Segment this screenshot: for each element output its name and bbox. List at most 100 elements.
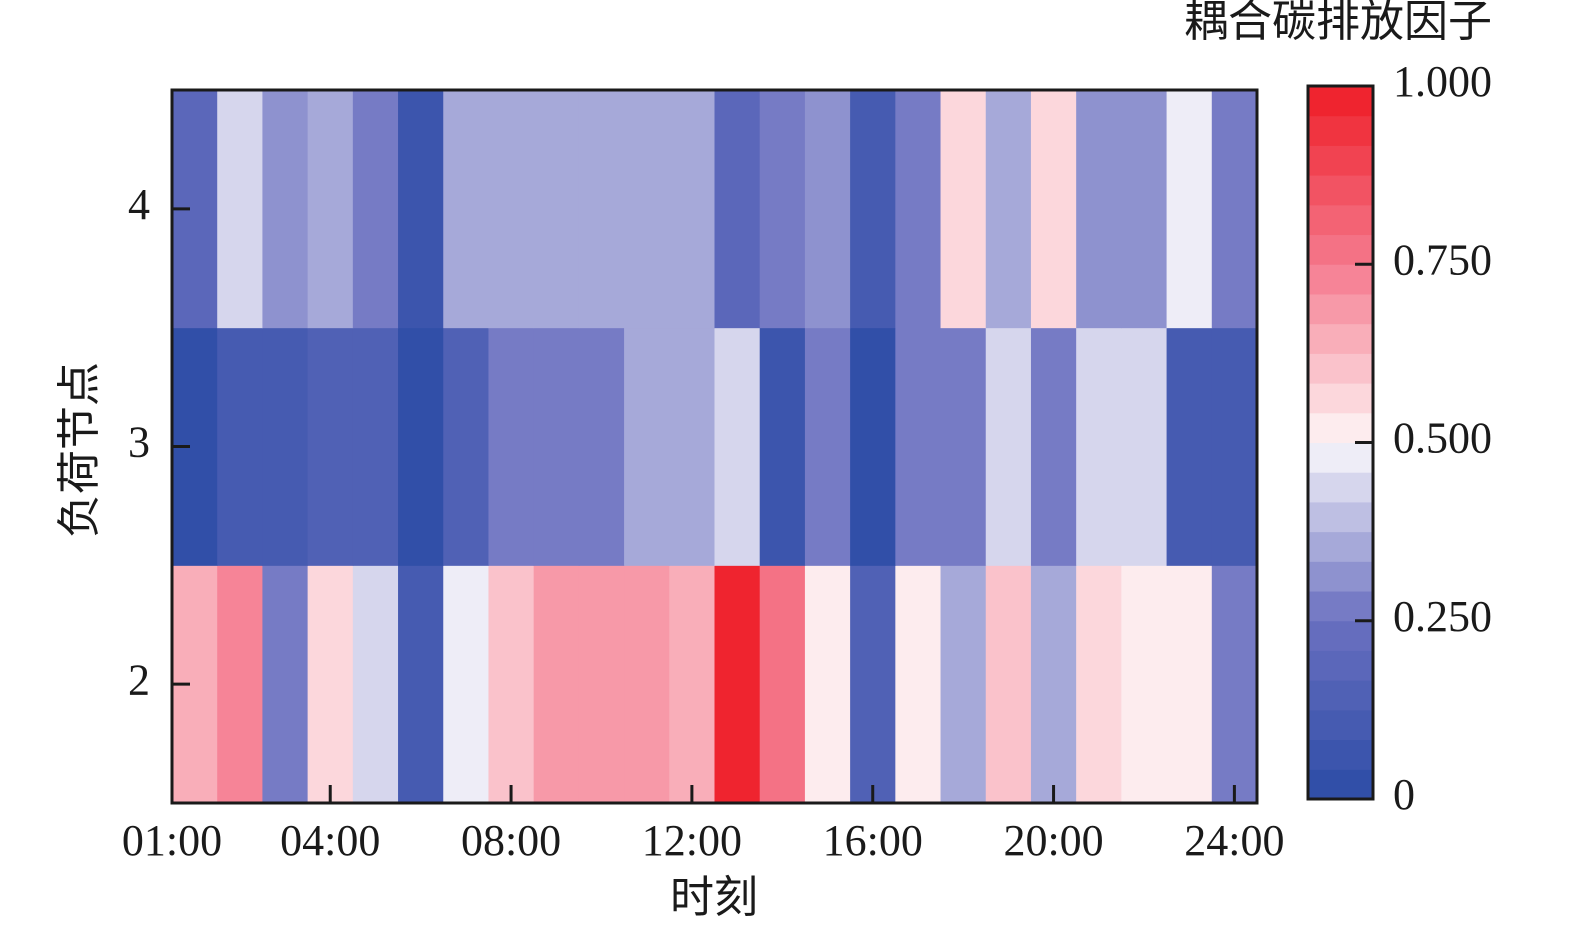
colorbar-step (1308, 680, 1373, 711)
heatmap-cell (533, 565, 580, 804)
heatmap-cell (443, 327, 489, 566)
heatmap-cell (307, 90, 354, 329)
heatmap-cell (1030, 565, 1077, 804)
heatmap-cell (804, 90, 851, 329)
heatmap-cell (624, 327, 670, 566)
x-tick-label: 01:00 (122, 816, 222, 865)
colorbar-step (1308, 650, 1373, 681)
y-tick-label: 3 (128, 418, 150, 467)
colorbar-tick-label: 0.750 (1393, 235, 1492, 284)
x-tick-label: 08:00 (461, 816, 561, 865)
colorbar-step (1308, 204, 1373, 236)
heatmap-cell (352, 90, 399, 329)
heatmap-cell (714, 327, 761, 566)
heatmap-cell (352, 327, 399, 566)
heatmap-cell (804, 327, 851, 566)
colorbar-step (1308, 561, 1373, 592)
colorbar-step (1308, 620, 1373, 651)
colorbar-step (1308, 531, 1373, 562)
colorbar-step (1308, 472, 1373, 503)
x-tick-label: 20:00 (1003, 816, 1103, 865)
heatmap-cell (1076, 327, 1122, 566)
x-axis-label: 时刻 (670, 873, 758, 922)
heatmap-cell (895, 90, 942, 329)
heatmap-cell (1121, 565, 1168, 804)
x-tick-label: 24:00 (1184, 816, 1284, 865)
heatmap-cell (1121, 327, 1168, 566)
colorbar-tick-label: 0 (1393, 770, 1415, 819)
heatmap-cell (398, 327, 444, 566)
heatmap-cell (488, 327, 535, 566)
heatmap-cell (533, 90, 580, 329)
heatmap-cell (488, 90, 535, 329)
heatmap-cell (985, 565, 1032, 804)
heatmap-cell (398, 90, 444, 329)
colorbar-step (1308, 264, 1373, 295)
colorbar-step (1308, 383, 1373, 414)
heatmap-cell (1030, 90, 1077, 329)
heatmap-cell (307, 565, 354, 804)
heatmap-cell (669, 90, 715, 329)
heatmap-cell (669, 565, 715, 804)
heatmap-cell (1166, 565, 1213, 804)
heatmap-cell (1121, 90, 1168, 329)
heatmap-cell (985, 90, 1032, 329)
heatmap-cell (940, 327, 987, 566)
heatmap-cell (759, 327, 806, 566)
colorbar-step (1308, 175, 1373, 206)
y-tick-label: 2 (128, 655, 150, 704)
heatmap-cell (940, 565, 987, 804)
x-tick-label: 12:00 (642, 816, 742, 865)
colorbar-step (1308, 353, 1373, 384)
y-tick-label: 4 (128, 180, 150, 229)
heatmap-cell (850, 90, 896, 329)
colorbar-step (1308, 323, 1373, 354)
heatmap-cell (1211, 90, 1258, 329)
heatmap-cell (1211, 327, 1258, 566)
heatmap-cell (488, 565, 535, 804)
heatmap-cell (1030, 327, 1077, 566)
colorbar-step (1308, 591, 1373, 622)
heatmap-cell (895, 565, 942, 804)
y-axis-label: 负荷节点 (55, 362, 104, 538)
heatmap-cell (398, 565, 444, 804)
colorbar-step (1308, 145, 1373, 176)
heatmap-cell (1166, 327, 1213, 566)
heatmap-cell (578, 565, 625, 804)
heatmap-cell (1211, 565, 1258, 804)
heatmap-cell (262, 90, 309, 329)
heatmap-cell (578, 90, 625, 329)
heatmap-cell (307, 327, 354, 566)
colorbar-step (1308, 501, 1373, 533)
heatmap-cell (895, 327, 942, 566)
heatmap-cell (624, 90, 670, 329)
colorbar-tick-label: 0.250 (1393, 592, 1492, 641)
heatmap-cell (443, 565, 489, 804)
x-tick-label: 04:00 (280, 816, 380, 865)
heatmap-cell (217, 327, 263, 566)
colorbar-tick-label: 1.000 (1393, 57, 1492, 106)
colorbar-step (1308, 234, 1373, 265)
colorbar-title: 耦合碳排放因子 (1184, 0, 1492, 46)
heatmap-cell (985, 327, 1032, 566)
heatmap-cell (624, 565, 670, 804)
heatmap-cell (533, 327, 580, 566)
heatmap-cell (1166, 90, 1213, 329)
colorbar-step (1308, 115, 1373, 146)
heatmap-cell (1076, 90, 1122, 329)
heatmap-cell (940, 90, 987, 329)
heatmap-cell (714, 90, 761, 329)
heatmap-cell (669, 327, 715, 566)
colorbar-step (1308, 769, 1373, 800)
heatmap-cell (443, 90, 489, 329)
heatmap-cell (262, 565, 309, 804)
colorbar-step (1308, 412, 1373, 443)
heatmap-cell (850, 327, 896, 566)
heatmap-cell (1076, 565, 1122, 804)
heatmap-cell (578, 327, 625, 566)
heatmap-cell (262, 327, 309, 566)
heatmap-cell (759, 565, 806, 804)
heatmap-cell (217, 90, 263, 329)
colorbar-step (1308, 442, 1373, 473)
